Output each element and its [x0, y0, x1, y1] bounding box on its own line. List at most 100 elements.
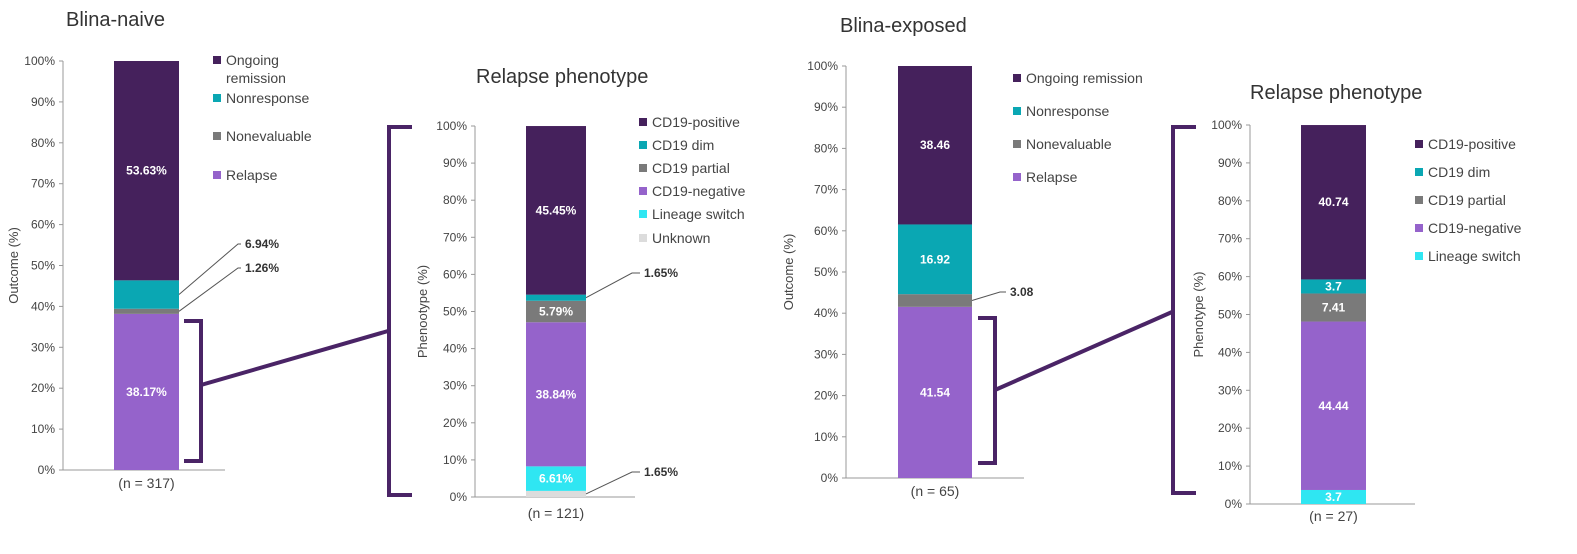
bar-segment-relapse: [114, 313, 179, 470]
bar-segment-cd19-partial: [1301, 293, 1366, 322]
y-tick-label: 60%: [31, 218, 55, 232]
y-tick-label: 30%: [1218, 383, 1242, 397]
callout-label: 1.65%: [644, 266, 678, 280]
legend-swatch: [213, 132, 221, 140]
callout-leader: [971, 291, 1006, 301]
y-tick-label: 70%: [1218, 232, 1242, 246]
callout-leader: [585, 272, 640, 299]
segment-label: 44.44: [1318, 399, 1348, 413]
y-tick-label: 90%: [1218, 156, 1242, 170]
y-tick-label: 40%: [31, 299, 55, 313]
legend-swatch: [1013, 140, 1021, 148]
callout-label: 1.26%: [245, 261, 279, 275]
legend-label: CD19 partial: [652, 160, 730, 176]
legend-swatch: [639, 210, 647, 218]
connector-line-exposed: [994, 310, 1173, 392]
legend-swatch: [1415, 252, 1423, 260]
callout-leader: [585, 471, 640, 495]
chart-title: Blina-exposed: [840, 15, 967, 37]
bar-segment-cd19-positive: [1301, 125, 1366, 280]
y-tick-label: 20%: [1218, 421, 1242, 435]
y-tick-label: 100%: [1211, 118, 1242, 132]
callout-label: 1.65%: [644, 465, 678, 479]
y-tick-label: 40%: [1218, 345, 1242, 359]
y-tick-label: 0%: [450, 490, 468, 504]
segment-label: 38.46: [920, 138, 950, 152]
y-tick-label: 80%: [814, 141, 838, 155]
segment-label: 6.61%: [539, 472, 573, 486]
y-axis-label: Outcome (%): [6, 227, 21, 304]
legend-label: Nonevaluable: [1026, 136, 1112, 152]
y-tick-label: 80%: [1218, 194, 1242, 208]
legend-label: CD19-negative: [652, 183, 746, 199]
y-tick-label: 80%: [443, 193, 467, 207]
y-tick-label: 0%: [38, 463, 56, 477]
legend-label: Ongoing remission: [1026, 70, 1143, 86]
legend-label: Nonresponse: [226, 90, 309, 106]
legend-swatch: [1415, 196, 1423, 204]
y-tick-label: 60%: [1218, 270, 1242, 284]
chart-naive-outcome: Blina-naive 0% 10% 20% 30% 40% 50% 60% 70% 80% 90%…: [6, 9, 312, 491]
legend-label: Relapse: [226, 167, 278, 183]
y-tick-label: 20%: [814, 389, 838, 403]
bar-segment-cd19-negative: [526, 322, 586, 467]
y-tick-label: 40%: [443, 342, 467, 356]
chart-title: Relapse phenotype: [1250, 82, 1422, 104]
legend-swatch: [1415, 168, 1423, 176]
y-tick-label: 80%: [31, 136, 55, 150]
legend-swatch: [639, 164, 647, 172]
bar-segment-nonresponse: [898, 224, 972, 295]
legend-swatch: [639, 187, 647, 195]
y-tick-label: 90%: [31, 95, 55, 109]
legend-swatch: [1013, 74, 1021, 82]
legend-label: Ongoing: [226, 52, 279, 68]
relapse-bracket-exposed: [978, 316, 997, 465]
x-category-label: (n = 65): [911, 483, 960, 499]
legend-label: CD19-negative: [1428, 220, 1522, 236]
phenotype-bracket-exposed: [1171, 125, 1196, 495]
segment-label: 7.41: [1322, 301, 1346, 315]
callout-leader: [178, 267, 241, 312]
segment-label: 45.45%: [536, 203, 577, 217]
y-tick-label: 70%: [814, 183, 838, 197]
segment-label: 41.54: [920, 385, 950, 399]
x-category-label: (n = 317): [118, 475, 174, 491]
y-tick-label: 10%: [443, 453, 467, 467]
segment-label: 16.92: [920, 252, 950, 266]
bar-segment-cd19-negative: [1301, 321, 1366, 490]
bar-segment-unknown: [526, 490, 586, 497]
legend-label: Unknown: [652, 230, 710, 246]
legend-swatch: [639, 141, 647, 149]
y-tick-label: 10%: [31, 422, 55, 436]
legend-label: Relapse: [1026, 169, 1078, 185]
y-tick-label: 70%: [31, 177, 55, 191]
chart-title: Blina-naive: [66, 9, 165, 31]
legend-label: Nonevaluable: [226, 128, 312, 144]
segment-label: 53.63%: [126, 164, 167, 178]
y-tick-label: 10%: [814, 430, 838, 444]
segment-label: 38.84%: [536, 387, 577, 401]
phenotype-bracket-naive: [387, 125, 412, 497]
bar-segment-cd19-dim: [526, 294, 586, 301]
y-tick-label: 50%: [31, 259, 55, 273]
legend-swatch: [639, 234, 647, 242]
legend-label: Lineage switch: [1428, 248, 1521, 264]
y-axis-label: Phenotype (%): [1191, 272, 1206, 358]
y-tick-label: 10%: [1218, 459, 1242, 473]
y-tick-label: 70%: [443, 230, 467, 244]
legend-label: CD19-positive: [652, 114, 740, 130]
legend-swatch: [213, 56, 221, 64]
relapse-bracket-naive: [184, 319, 203, 463]
chart-exposed-outcome: Blina-exposed 0% 10% 20% 30% 40% 50% 60% 70% 80% 9…: [781, 15, 1143, 499]
y-tick-label: 100%: [436, 119, 467, 133]
bar-segment-cd19-positive: [526, 126, 586, 295]
legend-label: Lineage switch: [652, 206, 745, 222]
chart-title: Relapse phenotype: [476, 66, 648, 88]
y-tick-label: 100%: [24, 54, 55, 68]
bar-segment-ongoing-remission: [114, 61, 179, 281]
legend-label: CD19 dim: [1428, 164, 1490, 180]
legend-label: CD19-positive: [1428, 136, 1516, 152]
callout-label: 6.94%: [245, 237, 279, 251]
y-tick-label: 40%: [814, 306, 838, 320]
